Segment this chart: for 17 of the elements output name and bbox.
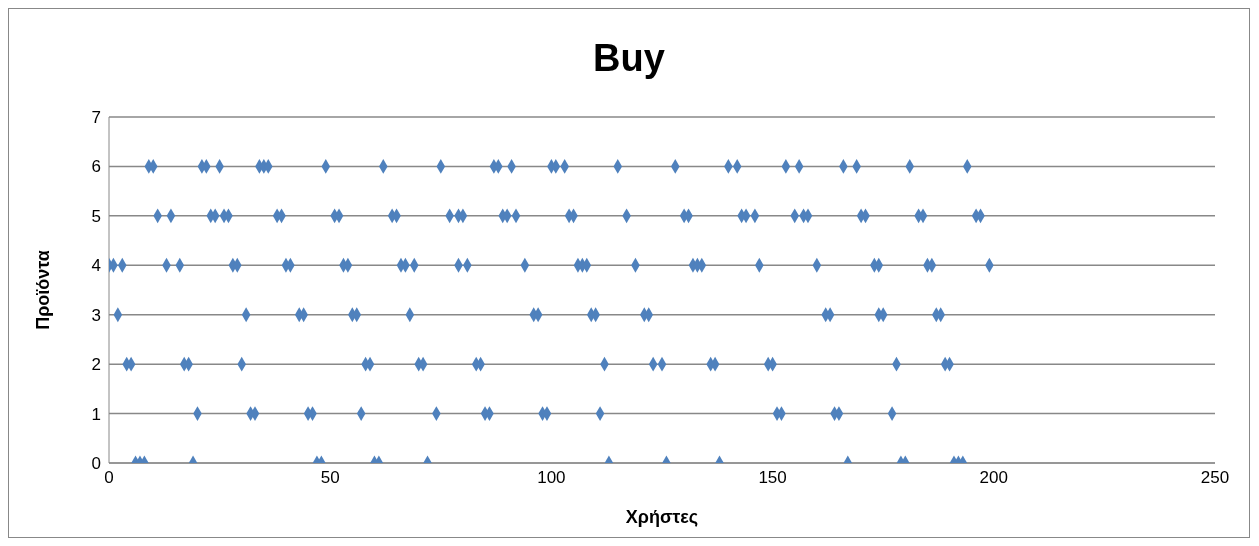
y-tick-label: 1 bbox=[91, 404, 101, 424]
x-tick-label: 150 bbox=[758, 468, 787, 488]
x-tick-label: 0 bbox=[104, 468, 114, 488]
y-tick-label: 7 bbox=[91, 108, 101, 128]
y-tick-label: 3 bbox=[91, 305, 101, 325]
y-tick-label: 4 bbox=[91, 256, 101, 276]
x-tick-label: 50 bbox=[320, 468, 340, 488]
chart-title: Buy bbox=[592, 36, 666, 81]
y-axis-title: Προϊόντα bbox=[33, 250, 54, 330]
x-tick-label: 100 bbox=[537, 468, 566, 488]
y-tick-label: 2 bbox=[91, 355, 101, 375]
x-axis-title: Χρήστες bbox=[625, 507, 699, 527]
y-tick-label: 6 bbox=[91, 157, 101, 177]
y-tick-label: 0 bbox=[91, 454, 101, 474]
y-tick-label: 5 bbox=[91, 206, 101, 226]
x-tick-label: 250 bbox=[1200, 468, 1230, 488]
x-tick-label: 200 bbox=[979, 468, 1008, 488]
